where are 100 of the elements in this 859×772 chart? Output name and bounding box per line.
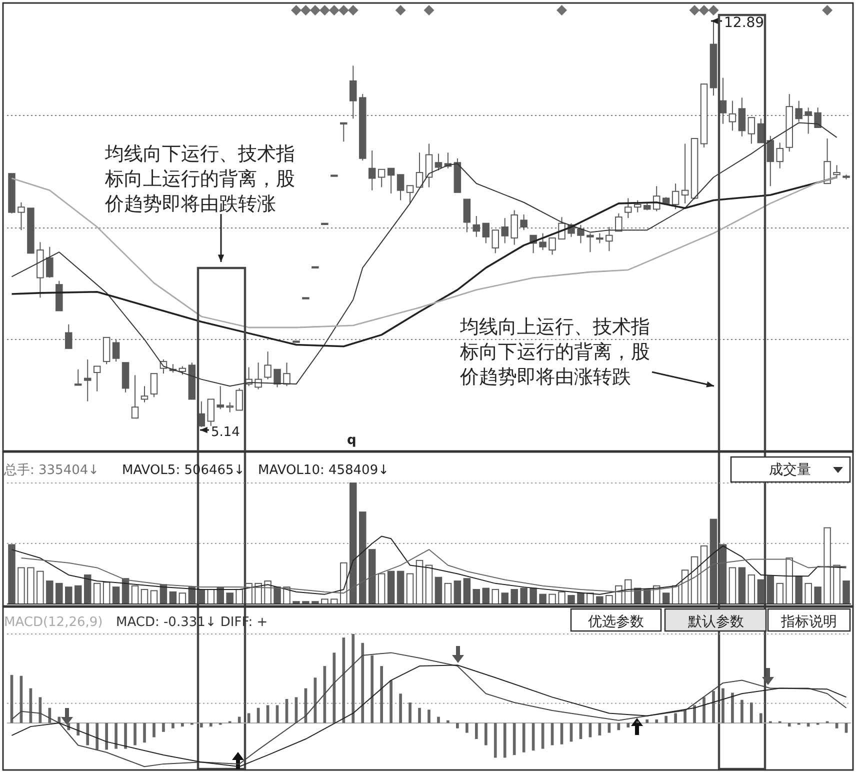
bar: [738, 567, 746, 604]
candlestick: [492, 230, 500, 254]
bar: [245, 582, 252, 604]
bar: [390, 680, 392, 723]
bar: [226, 592, 234, 604]
bar: [437, 716, 440, 723]
text: 指标说明: [780, 614, 837, 630]
bar: [112, 586, 120, 604]
candlestick: [112, 339, 120, 362]
bar: [646, 719, 649, 723]
bar: [693, 705, 696, 723]
bar: [520, 588, 528, 604]
bar: [254, 582, 262, 604]
bar: [484, 723, 488, 746]
candlestick: [84, 358, 92, 402]
bar: [568, 595, 575, 604]
annotation: 12.89: [724, 15, 764, 31]
text: 默认参数: [687, 614, 744, 630]
text: 总手: 335404↓: [3, 463, 100, 478]
bar: [722, 688, 724, 723]
bar: [492, 588, 500, 604]
text: 成交量: [769, 462, 811, 478]
bar: [434, 576, 442, 604]
bar: [169, 591, 177, 604]
candlestick: [615, 212, 622, 232]
bar: [181, 723, 184, 727]
candlestick: [548, 237, 556, 256]
candlestick: [226, 402, 234, 413]
bar: [114, 723, 118, 749]
bar: [408, 702, 412, 723]
bar: [510, 588, 518, 604]
bar: [539, 594, 546, 604]
bar: [238, 716, 241, 723]
bar: [788, 723, 791, 727]
candlestick: [510, 210, 518, 246]
bar: [150, 590, 158, 604]
bar: [46, 580, 54, 604]
bar: [494, 723, 497, 758]
candlestick: [577, 224, 584, 244]
candlestick: [387, 168, 395, 194]
bar: [131, 585, 139, 604]
candlestick: [150, 373, 158, 398]
candlestick: [93, 366, 101, 392]
bar: [719, 544, 727, 604]
candlestick: [463, 198, 471, 233]
candlestick: [396, 174, 404, 201]
bar: [522, 723, 526, 752]
bar: [548, 594, 556, 604]
bar: [444, 582, 452, 604]
bar: [482, 588, 490, 604]
bar: [586, 592, 594, 604]
bar: [342, 638, 346, 723]
bar: [608, 723, 611, 733]
bar: [352, 634, 355, 723]
bar: [814, 586, 822, 604]
bar: [36, 570, 44, 604]
bar: [428, 710, 430, 723]
bar: [750, 702, 753, 723]
bar: [105, 723, 108, 750]
bar: [162, 723, 165, 732]
bar: [684, 710, 686, 723]
candlestick: [434, 153, 442, 171]
bar: [134, 723, 136, 746]
candlestick: [748, 117, 756, 144]
candlestick: [596, 232, 604, 244]
bar: [216, 586, 224, 604]
candlestick: [131, 374, 139, 419]
candlestick: [340, 122, 348, 142]
candlestick: [824, 138, 831, 184]
text: MACD(12,26,9): [4, 615, 103, 630]
bar: [655, 719, 658, 723]
candlestick: [520, 214, 528, 231]
candlestick: [350, 65, 357, 120]
bar: [577, 592, 584, 604]
annotation: 均线向下运行、技术指标向上运行的背离，股价趋势即将由跌转涨: [104, 143, 295, 215]
bar: [178, 592, 186, 604]
bar: [86, 723, 90, 746]
candlestick: [236, 388, 243, 411]
bar: [466, 723, 468, 733]
bar: [378, 573, 386, 604]
bar: [56, 582, 63, 604]
bar: [617, 723, 620, 730]
candlestick: [776, 142, 784, 169]
candlestick: [804, 107, 812, 134]
candlestick: [406, 185, 414, 204]
bar: [18, 567, 25, 604]
bar: [474, 723, 478, 740]
candlestick: [539, 232, 546, 251]
bar: [321, 598, 328, 604]
bar: [330, 598, 338, 604]
bar: [674, 713, 677, 723]
bar: [835, 723, 838, 728]
bar: [74, 585, 82, 604]
bar: [8, 544, 16, 604]
bar: [152, 723, 156, 738]
candlestick: [606, 226, 613, 252]
candlestick: [681, 143, 689, 204]
bar: [833, 564, 840, 604]
annotation: 均线向上运行、技术指标向下运行的背离，股价趋势即将由涨转跌: [459, 316, 650, 388]
bar: [681, 570, 689, 604]
